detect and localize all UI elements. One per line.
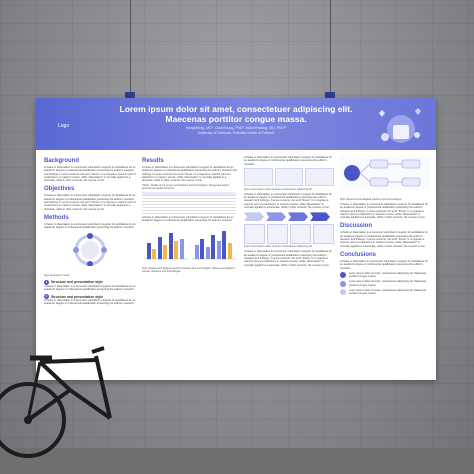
table-row <box>142 201 236 205</box>
table-row <box>142 207 236 211</box>
thumbnail-image <box>274 167 304 186</box>
conclusions-heading: Conclusions <box>340 251 377 258</box>
methods-figure-caption: Fig1. Example of scale <box>44 273 70 277</box>
methods-sub2-title: Structure and presentation style <box>51 294 104 299</box>
conclusion-text: Lorem ipsum dolor sit amet, consectetuer… <box>349 271 427 279</box>
column-3: A thesis or dissertation is a document s… <box>244 156 335 376</box>
floor <box>0 448 474 474</box>
process-arrows <box>244 212 334 222</box>
thumbnail-image <box>244 167 273 186</box>
table-row <box>142 204 236 208</box>
poster: Logo Lorem ipsum dolor sit amet, consect… <box>36 98 436 380</box>
hanging-wire-right <box>330 0 331 95</box>
table-row <box>142 198 236 202</box>
process-arrow <box>288 212 308 222</box>
column-4: Fig5. Required and adapted practices and… <box>340 156 430 376</box>
poster-header: Logo Lorem ipsum dolor sit amet, consect… <box>36 98 436 150</box>
results-text-2: A thesis or dissertation is a document s… <box>142 215 234 223</box>
background-heading: Background <box>44 158 80 164</box>
conclusions-text: A thesis or dissertation is a document s… <box>340 259 428 270</box>
objectives-text: A thesis or dissertation is a document s… <box>44 194 136 211</box>
step-card <box>244 224 265 245</box>
hanging-wire-left <box>130 0 131 95</box>
table-header-row <box>142 192 236 196</box>
poster-clip-left <box>125 92 135 98</box>
process-step-cards <box>244 224 334 245</box>
poster-title-line1: Lorem ipsum dolor sit amet, consectetuer… <box>119 104 353 114</box>
conclusion-bullet <box>340 272 346 279</box>
column4-figure-caption: Fig5. Required and adapted practices and… <box>340 198 402 201</box>
results-bar-charts <box>144 230 236 259</box>
conclusion-text: Lorem ipsum dolor sit amet, consectetuer… <box>349 289 427 296</box>
results-text: A thesis or dissertation is a document s… <box>142 166 237 183</box>
column3-text-2: A thesis or dissertation is a document s… <box>244 192 332 210</box>
results-table-caption: Table1. Details of our project specifica… <box>142 184 229 191</box>
background-text: A thesis or dissertation is a document s… <box>44 166 136 183</box>
bicycle-silhouette <box>0 346 112 458</box>
methods-sub1-text: A thesis or dissertation is a document s… <box>44 284 136 291</box>
methods-text: A thesis or dissertation is a document s… <box>44 222 136 230</box>
discussion-heading: Discussion <box>340 223 373 230</box>
column4-text: A thesis or dissertation is a document s… <box>340 203 428 220</box>
column3-text: A thesis or dissertation is a document s… <box>244 156 332 166</box>
step-card <box>313 224 334 245</box>
conclusion-item: Lorem ipsum dolor sit amet, consectetuer… <box>340 289 430 296</box>
methods-sub2: 2 Structure and presentation style <box>44 294 136 300</box>
conclusion-item: Lorem ipsum dolor sit amet, consectetuer… <box>340 272 430 279</box>
table-row <box>142 210 236 214</box>
thumbnail-image <box>305 167 335 186</box>
logo: Logo <box>58 123 70 129</box>
results-figure-caption: Fig2. Adapted and skipped specific pract… <box>142 266 235 273</box>
conclusion-item: Lorem ipsum dolor sit amet, consectetuer… <box>340 280 430 287</box>
process-arrow <box>310 212 330 222</box>
number-bullet: 2 <box>44 294 49 300</box>
poster-clip-right <box>325 92 335 98</box>
step-card <box>267 224 288 245</box>
column3-figure4-caption: Fig4. Lorem ipsum dolor sit amet, consec… <box>244 245 312 249</box>
conclusion-text: Lorem ipsum dolor sit amet, consectetuer… <box>349 280 427 287</box>
poster-title-line2: Maecenas porttitor congue massa. <box>165 114 307 124</box>
column-2: Results A thesis or dissertation is a do… <box>142 156 238 376</box>
methods-sub2-text: A thesis or dissertation is a document s… <box>44 299 136 306</box>
flow-diagram <box>340 156 430 190</box>
process-arrow <box>244 212 264 222</box>
objectives-heading: Objectives <box>44 186 75 193</box>
poster-authors: HongMding, MD¹, ChunYoung, PhD², HubchHw… <box>185 126 287 130</box>
header-illustration <box>379 108 421 143</box>
methods-heading: Methods <box>44 214 69 221</box>
methods-sub1: 1 Structure and presentation style <box>44 279 136 285</box>
methods-sub1-title: Structure and presentation style <box>51 280 104 285</box>
results-table <box>142 192 236 214</box>
step-card <box>290 224 311 245</box>
conclusion-bullet <box>340 289 346 296</box>
results-heading: Results <box>142 158 164 164</box>
column3-figure-caption: Fig3. Lorem ipsum dolor sit amet, consec… <box>244 187 312 191</box>
column3-text-3: A thesis or dissertation is a document s… <box>244 250 332 267</box>
table-row <box>142 195 236 199</box>
screenshot-thumbnails <box>244 167 335 186</box>
discussion-text: A thesis or dissertation is a document s… <box>340 231 428 248</box>
conclusion-bullet <box>340 280 346 287</box>
column-1: Background A thesis or dissertation is a… <box>44 156 136 376</box>
number-bullet: 1 <box>44 279 49 285</box>
process-arrow <box>266 212 286 222</box>
methods-figure <box>73 232 107 267</box>
poster-affiliation: University of Freborde, Potential Center… <box>197 131 275 135</box>
